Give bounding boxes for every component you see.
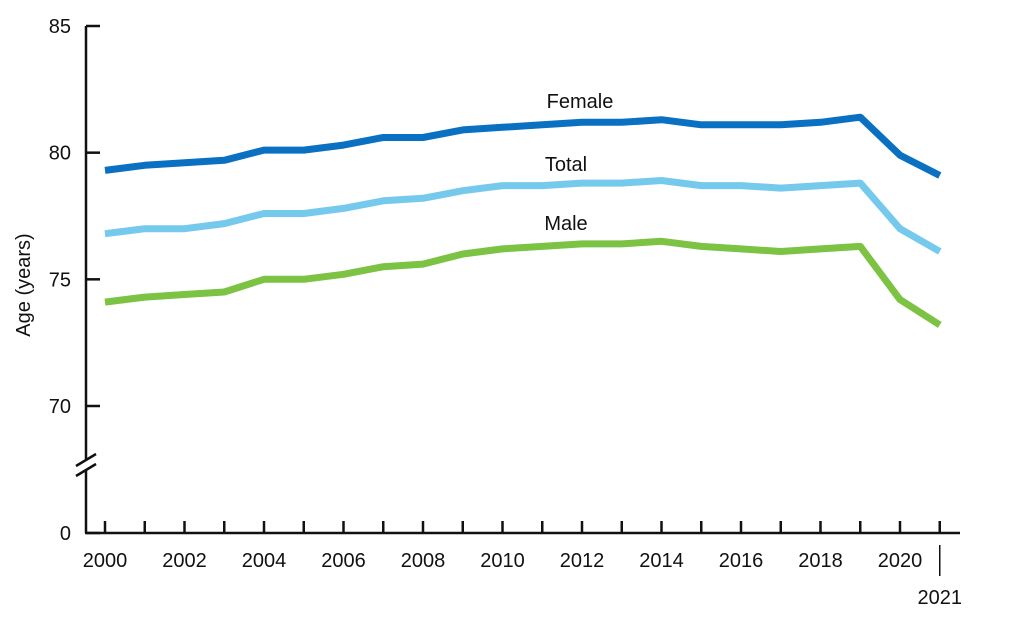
x-tick-label: 2006 (321, 550, 366, 572)
x-tick-label-2021: 2021 (918, 587, 963, 609)
x-tick-label: 2018 (798, 550, 843, 572)
y-axis-title: Age (years) (13, 233, 35, 336)
x-tick-label: 2014 (639, 550, 684, 572)
y-tick-label: 70 (49, 396, 71, 418)
series-labels: Female Total Male (544, 91, 613, 235)
series-line-female (104, 113, 942, 179)
x-tick-label: 2002 (162, 550, 207, 572)
y-tick-label: 80 (49, 143, 71, 165)
axes: 0 70 75 80 85 2000 2002 2004 2006 2008 2010 2012 201… (13, 16, 962, 609)
x-tick-label: 2012 (560, 550, 605, 572)
x-tick-label: 2008 (401, 550, 446, 572)
x-tick-label: 2010 (480, 550, 525, 572)
y-tick-label: 0 (60, 523, 71, 545)
x-tick-label: 2000 (83, 550, 128, 572)
y-axis-break-mark (75, 452, 97, 468)
y-axis-break-mark (75, 462, 97, 478)
x-tick-label: 2020 (878, 550, 923, 572)
y-tick-label: 85 (49, 16, 71, 38)
series-line-total (104, 177, 942, 255)
series-label-total: Total (545, 154, 587, 176)
series-label-male: Male (544, 213, 587, 235)
series-lines (104, 113, 942, 328)
x-tick-label: 2016 (719, 550, 764, 572)
series-line-male (104, 237, 942, 328)
y-tick-label: 75 (49, 269, 71, 291)
x-tick-label: 2004 (242, 550, 287, 572)
series-label-female: Female (547, 91, 614, 113)
